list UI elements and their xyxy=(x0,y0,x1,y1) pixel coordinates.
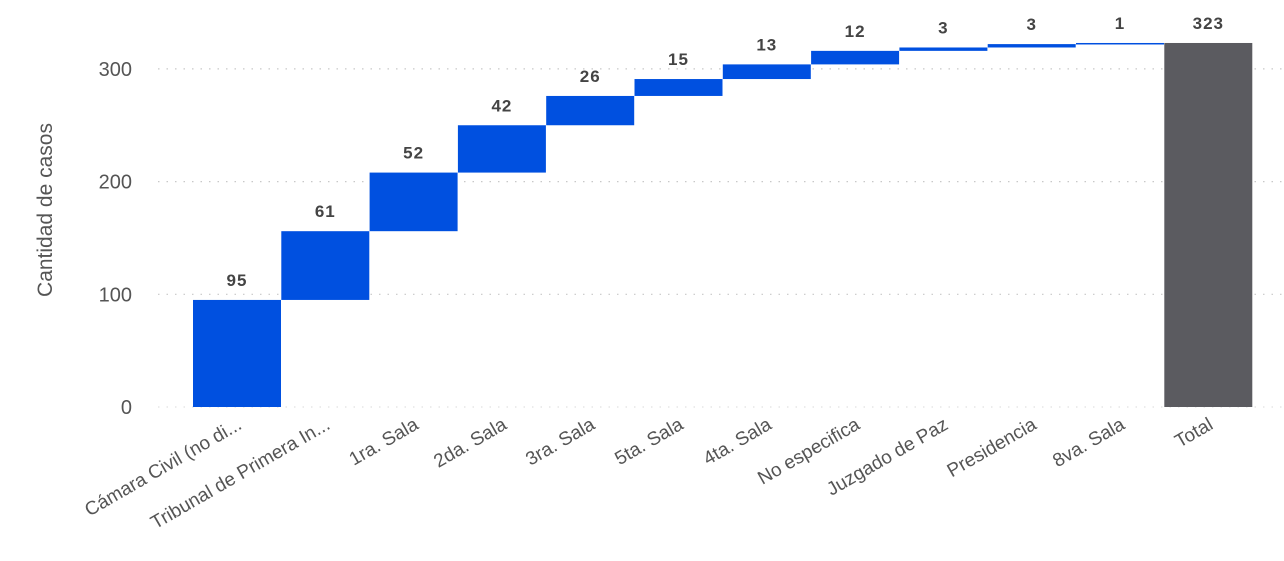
data-label: 323 xyxy=(1193,14,1224,33)
y-tick-label: 300 xyxy=(99,59,132,81)
bar xyxy=(987,44,1076,48)
data-label: 52 xyxy=(403,144,424,163)
category-label: 5ta. Sala xyxy=(612,414,688,470)
bar xyxy=(546,95,635,126)
bar xyxy=(811,50,900,65)
category-label: 1ra. Sala xyxy=(346,414,423,470)
bar xyxy=(722,64,811,80)
bar xyxy=(193,299,281,407)
category-label: Cámara Civil (no di... xyxy=(81,414,245,521)
y-axis-ticks: 0 100 200 300 xyxy=(99,59,132,419)
data-label: 1 xyxy=(1115,14,1125,33)
bar xyxy=(281,231,370,300)
bar xyxy=(1076,42,1164,45)
data-label: 13 xyxy=(756,35,777,54)
data-label: 61 xyxy=(315,202,336,221)
y-tick-label: 0 xyxy=(121,397,132,419)
category-label: 3ra. Sala xyxy=(522,414,599,470)
category-labels: Cámara Civil (no di...Tribunal de Primer… xyxy=(81,414,1216,534)
bar xyxy=(899,47,988,51)
bar xyxy=(369,172,458,232)
category-label: 8va. Sala xyxy=(1049,414,1128,472)
data-labels: 95 61 52 42 26 15 13 12 3 3 1 323 xyxy=(227,14,1224,290)
y-tick-label: 100 xyxy=(99,284,132,306)
category-label: Total xyxy=(1172,414,1217,452)
y-axis-title: Cantidad de casos xyxy=(34,123,57,297)
category-label: Presidencia xyxy=(944,414,1041,482)
bars xyxy=(193,42,1253,407)
category-label: 4ta. Sala xyxy=(700,414,776,470)
bar xyxy=(634,79,723,96)
category-label: 2da. Sala xyxy=(430,414,510,473)
bar xyxy=(457,125,546,173)
data-label: 26 xyxy=(580,67,601,86)
data-label: 3 xyxy=(1026,15,1036,34)
total-bar xyxy=(1164,42,1253,407)
data-label: 95 xyxy=(227,271,248,290)
y-tick-label: 200 xyxy=(99,172,132,194)
data-label: 15 xyxy=(668,50,689,69)
data-label: 3 xyxy=(938,18,948,37)
data-label: 42 xyxy=(491,96,512,115)
data-label: 12 xyxy=(845,22,866,41)
